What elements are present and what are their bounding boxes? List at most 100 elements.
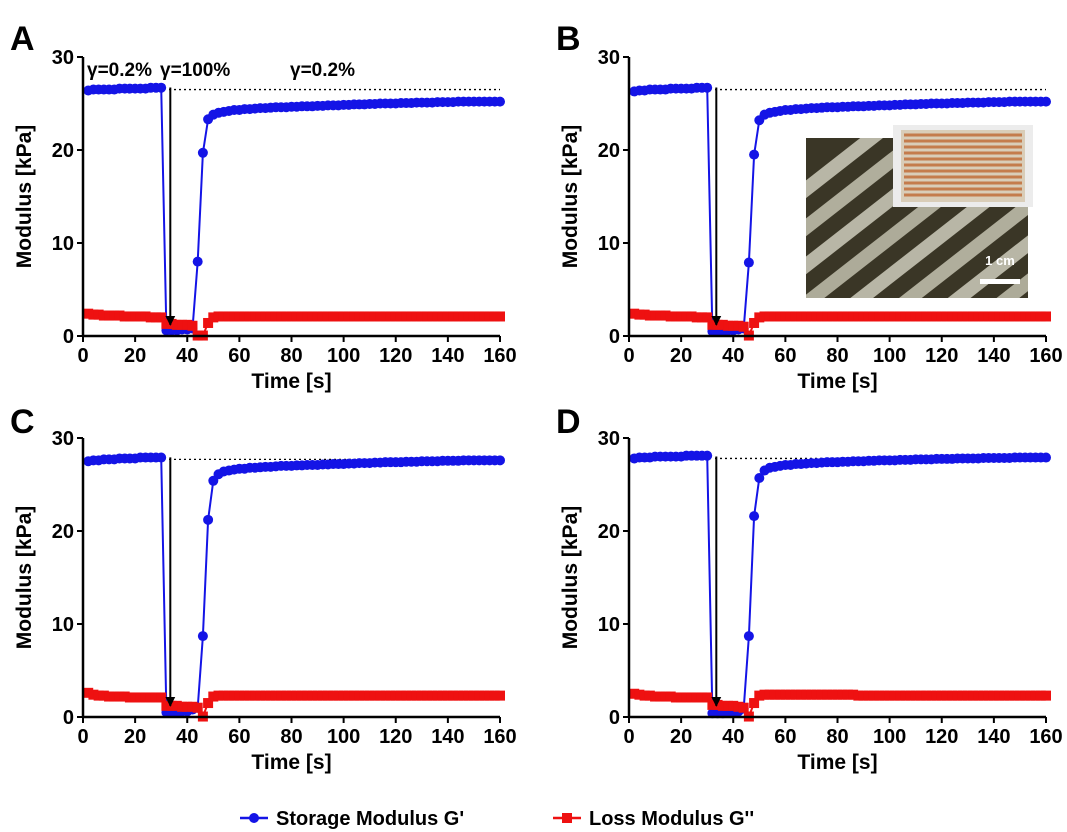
loss-modulus-point	[338, 311, 349, 322]
loss-modulus-point	[458, 690, 469, 701]
x-tick-label: 160	[483, 345, 516, 367]
x-tick-label: 20	[124, 345, 146, 367]
loss-modulus-point	[655, 310, 666, 321]
loss-modulus-point	[769, 311, 780, 322]
loss-modulus-point	[135, 692, 146, 703]
loss-modulus-point	[905, 311, 916, 322]
loss-modulus-point	[957, 311, 968, 322]
loss-modulus-point	[177, 319, 188, 330]
loss-modulus-point	[296, 311, 307, 322]
loss-modulus-point	[968, 311, 979, 322]
loss-modulus-point	[380, 690, 391, 701]
loss-modulus-point	[448, 690, 459, 701]
loss-modulus-point	[827, 689, 838, 700]
loss-modulus-point	[130, 311, 141, 322]
loss-modulus-point	[848, 689, 859, 700]
loss-modulus-point	[239, 690, 250, 701]
loss-modulus-point	[302, 690, 313, 701]
loss-modulus-point	[941, 690, 952, 701]
loss-modulus-point	[187, 701, 198, 712]
loss-modulus-point	[1020, 311, 1031, 322]
x-tick-label: 60	[228, 345, 250, 367]
loss-modulus-point	[921, 311, 932, 322]
loss-modulus-point	[1041, 690, 1051, 701]
loss-modulus-point	[437, 311, 448, 322]
loss-modulus-point	[738, 321, 749, 332]
loss-modulus-point	[244, 690, 255, 701]
y-tick-label: 0	[609, 707, 620, 729]
y-tick-label: 10	[598, 233, 620, 255]
loss-modulus-point	[489, 311, 500, 322]
loss-modulus-point	[733, 320, 744, 331]
loss-modulus-point	[670, 692, 681, 703]
loss-modulus-point	[427, 690, 438, 701]
loss-modulus-point	[686, 311, 697, 322]
legend-loss-marker	[553, 813, 581, 823]
loss-modulus-point	[941, 311, 952, 322]
storage-modulus-point	[156, 82, 167, 93]
loss-modulus-point	[822, 311, 833, 322]
loss-modulus-point	[1020, 690, 1031, 701]
loss-modulus-point	[931, 311, 942, 322]
loss-modulus-point	[926, 690, 937, 701]
loss-modulus-point	[281, 690, 292, 701]
loss-modulus-point	[790, 689, 801, 700]
scaffold-photo	[893, 125, 1033, 207]
loss-modulus-point	[375, 311, 386, 322]
loss-modulus-point	[931, 690, 942, 701]
loss-modulus-point	[338, 690, 349, 701]
loss-modulus-point	[733, 701, 744, 712]
loss-modulus-point	[177, 701, 188, 712]
loss-modulus-point	[728, 320, 739, 331]
loss-modulus-point	[921, 690, 932, 701]
loss-modulus-point	[416, 311, 427, 322]
loss-modulus-point	[806, 311, 817, 322]
loss-modulus-point	[140, 692, 151, 703]
panel-c: C 0 20 40 60 80 100 120 140 160 0 10 20 30 Time [s] Mod…	[10, 403, 517, 774]
loss-modulus-point	[307, 311, 318, 322]
loss-modulus-point	[223, 311, 234, 322]
strain-annotation: γ=0.2%	[290, 60, 355, 81]
loss-modulus-point	[218, 311, 229, 322]
loss-modulus-point	[270, 311, 281, 322]
x-tick-label: 160	[1029, 726, 1062, 748]
loss-modulus-point	[88, 689, 99, 700]
loss-modulus-point	[317, 311, 328, 322]
loss-modulus-point	[354, 311, 365, 322]
loss-modulus-point	[104, 310, 115, 321]
x-tick-label: 60	[774, 726, 796, 748]
loss-modulus-point	[665, 691, 676, 702]
loss-modulus-point	[255, 311, 266, 322]
loss-modulus-point	[83, 308, 94, 319]
loss-modulus-point	[1030, 311, 1041, 322]
loss-modulus-point	[1014, 311, 1025, 322]
y-axis-title: Modulus [kPa]	[559, 506, 582, 650]
loss-modulus-point	[93, 309, 104, 320]
loss-modulus-point	[385, 311, 396, 322]
storage-modulus-point	[192, 256, 203, 267]
legend: Storage Modulus G' Loss Modulus G''	[240, 808, 754, 830]
legend-storage-label: Storage Modulus G'	[276, 808, 464, 830]
loss-modulus-point	[182, 319, 193, 330]
loss-modulus-point	[915, 311, 926, 322]
loss-modulus-point	[676, 692, 687, 703]
loss-modulus-point	[723, 700, 734, 711]
loss-modulus-point	[926, 311, 937, 322]
loss-modulus-point	[250, 690, 261, 701]
loss-modulus-point	[458, 311, 469, 322]
storage-modulus-line	[88, 86, 500, 332]
loss-modulus-point	[936, 690, 947, 701]
loss-modulus-point	[291, 690, 302, 701]
loss-modulus-point	[702, 692, 713, 703]
x-tick-label: 0	[623, 726, 634, 748]
loss-modulus-point	[858, 311, 869, 322]
loss-modulus-point	[343, 690, 354, 701]
loss-modulus-point	[754, 690, 765, 701]
loss-modulus-point	[660, 310, 671, 321]
loss-modulus-point	[208, 691, 219, 702]
x-tick-label: 40	[176, 345, 198, 367]
loss-modulus-point	[88, 309, 99, 320]
panel-a: A 0 20 40 60 80 100 120 140 160 0 10 20 30 Time [s] Mod…	[10, 20, 517, 393]
loss-modulus-point	[349, 311, 360, 322]
